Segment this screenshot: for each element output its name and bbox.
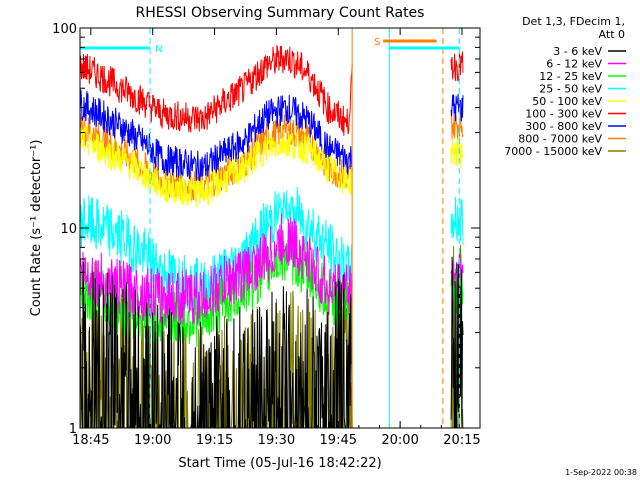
legend-label-800-7000-kev: 800 - 7000 keV [518,133,602,146]
legend-label-25-50-kev: 25 - 50 keV [539,83,602,96]
series-line-25-50-kev-1 [450,196,464,246]
plot-area: NS [79,28,464,429]
footer-date: 1-Sep-2022 00:38 [565,468,637,477]
legend-label-7000-15000-kev: 7000 - 15000 keV [504,145,602,158]
legend-label-50-100-kev: 50 - 100 keV [532,95,602,108]
legend-label-3-6-kev: 3 - 6 keV [553,45,602,58]
legend-header-line-1: Det 1,3, FDecim 1, [522,15,625,28]
x-tick-label-5: 20:00 [381,433,418,448]
y-tick-label-0: 1 [69,422,77,437]
series-line-100-300-kev-1 [450,50,464,82]
x-tick-label-4: 19:45 [320,433,357,448]
x-tick-label-6: 20:15 [443,433,480,448]
x-tick-label-2: 19:15 [196,433,233,448]
flag-label-n: N [155,44,162,55]
axes: 18:45 19:00 19:15 19:30 19:45 20:00 20:15 1 10 10… [52,22,481,448]
legend-label-300-800-kev: 300 - 800 keV [525,120,602,133]
x-tick-label-0: 18:45 [72,433,109,448]
series-line-800-7000-kev-1 [450,110,464,141]
legend-header-line-2: Att 0 [599,28,625,41]
y-tick-label-1: 10 [60,222,77,237]
legend-label-6-12-kev: 6 - 12 keV [546,58,602,71]
x-tick-label-3: 19:30 [258,433,295,448]
series-line-6-12-kev-0 [79,213,353,326]
series-line-3-6-kev-1 [450,256,464,429]
legend-label-100-300-kev: 100 - 300 keV [525,108,602,121]
y-tick-label-2: 100 [52,22,77,37]
series-line-300-800-kev-0 [79,89,353,184]
legend-label-12-25-kev: 12 - 25 keV [539,70,602,83]
x-axis-label: Start Time (05-Jul-16 18:42:22) [178,456,381,471]
series-line-300-800-kev-1 [450,93,464,122]
y-axis-label: Count Rate (s⁻¹ detector⁻¹) [29,140,44,317]
flag-label-s: S [374,37,380,48]
series-line-50-100-kev-1 [450,136,464,168]
series-line-50-100-kev-0 [79,125,353,208]
chart-title: RHESSI Observing Summary Count Rates [136,5,425,21]
x-tick-label-1: 19:00 [134,433,171,448]
series-line-100-300-kev-0 [79,45,353,136]
